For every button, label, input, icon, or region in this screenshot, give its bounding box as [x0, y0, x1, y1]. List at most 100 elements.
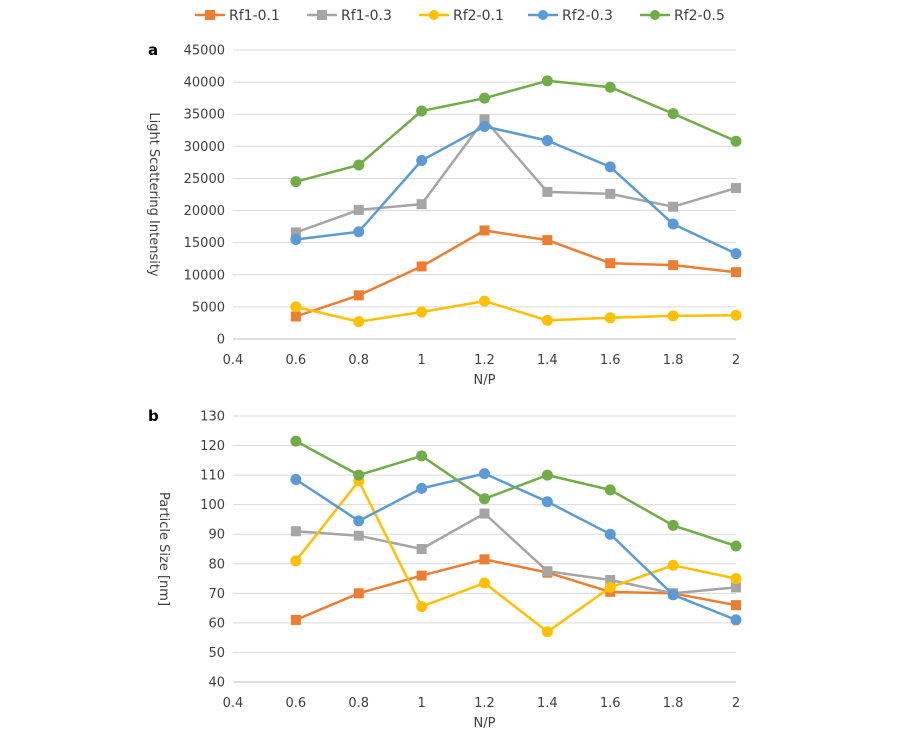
data-point: [416, 544, 427, 554]
x-tick-label: 0.4: [223, 353, 244, 368]
series-rf2-0-5: [290, 75, 742, 188]
data-point: [416, 154, 428, 166]
data-point: [479, 114, 490, 125]
data-point: [542, 235, 553, 246]
y-axis-title: Particle Size [nm]: [156, 492, 171, 606]
data-point: [479, 225, 490, 236]
y-tick-label: 15000: [184, 236, 225, 251]
data-point: [604, 312, 616, 324]
legend-marker: [317, 10, 327, 20]
legend-marker: [205, 10, 215, 20]
data-point: [416, 261, 427, 272]
chart-panel-b: 40 50 60 70 80 90 100 110 120 130 0.4 0.6 0.8 1 1.2 1.4…: [148, 407, 742, 731]
data-point: [416, 306, 428, 318]
series-line: [295, 299, 737, 323]
data-point: [604, 484, 616, 496]
data-point: [290, 227, 301, 238]
data-point: [730, 135, 742, 147]
series-line: [295, 229, 737, 318]
data-point: [290, 301, 302, 313]
y-tick-label: 20000: [184, 204, 225, 219]
data-point: [667, 108, 679, 120]
data-point: [416, 570, 427, 581]
series-line: [295, 440, 737, 548]
legend-item-rf2-0-1: Rf2-0.1: [419, 8, 504, 24]
chart-panel-a: 0 5000 10000 15000 20000 25000 30000 35000 40000…: [146, 41, 742, 388]
x-tick-label: 1.4: [537, 353, 558, 368]
x-tick-label: 0.4: [223, 696, 244, 711]
data-point: [542, 566, 553, 577]
data-point: [353, 290, 364, 301]
data-point: [290, 614, 301, 625]
data-point: [479, 554, 490, 565]
data-point: [290, 435, 302, 447]
x-tick-label: 1.2: [474, 353, 495, 368]
data-point: [290, 526, 301, 537]
data-point: [541, 496, 553, 508]
data-point: [668, 201, 679, 212]
legend-item-rf1-0-3: Rf1-0.3: [307, 8, 392, 24]
series-rf1-0-3: [290, 114, 741, 238]
legend-marker: [429, 10, 439, 20]
data-point: [479, 92, 490, 104]
data-point: [667, 519, 679, 531]
x-axis-title: N/P: [474, 373, 496, 388]
y-tick-label: 70: [208, 587, 225, 602]
data-point: [667, 589, 679, 601]
x-tick-label: 1.2: [474, 696, 495, 711]
series-rf2-0-1: [290, 475, 742, 638]
x-tick-label: 2: [732, 353, 740, 368]
data-point: [541, 135, 553, 147]
data-point: [731, 267, 741, 278]
data-point: [541, 469, 553, 481]
data-point: [416, 199, 427, 210]
series-line: [295, 512, 737, 595]
legend-item-rf2-0-3: Rf2-0.3: [528, 8, 613, 24]
y-tick-label: 130: [200, 410, 225, 425]
y-tick-label: 35000: [184, 108, 225, 123]
data-point: [290, 555, 302, 567]
data-point: [541, 75, 553, 87]
y-tick-label: 120: [200, 439, 225, 454]
data-point: [668, 260, 679, 271]
data-point: [731, 600, 741, 611]
data-point: [730, 309, 742, 321]
y-tick-label: 45000: [184, 44, 225, 59]
legend: Rf1-0.1 Rf1-0.3 Rf2-0.1 Rf2-0.3 Rf2-0.5: [195, 8, 725, 24]
y-axis-title: Light Scattering Intensity: [146, 112, 161, 277]
data-point: [416, 105, 428, 117]
series-rf1-0-1: [290, 225, 741, 322]
series-rf2-0-1: [290, 295, 742, 328]
x-tick-label: 1.8: [663, 696, 684, 711]
x-tick-label: 0.6: [286, 696, 307, 711]
data-point: [416, 482, 428, 494]
legend-label: Rf2-0.3: [562, 8, 613, 24]
y-tick-label: 100: [200, 498, 225, 513]
y-tick-label: 110: [200, 469, 225, 484]
data-point: [667, 218, 679, 230]
series-line: [294, 479, 737, 634]
data-point: [541, 626, 553, 638]
y-tick-label: 60: [208, 616, 225, 631]
x-tick-label: 0.8: [348, 696, 369, 711]
x-tick-label: 0.8: [348, 353, 369, 368]
data-point: [353, 316, 365, 328]
series-line: [295, 125, 737, 255]
series-rf2-0-3: [290, 468, 742, 626]
data-point: [730, 248, 742, 260]
data-point: [604, 528, 616, 540]
x-axis-title: N/P: [474, 716, 496, 731]
data-point: [731, 582, 741, 593]
x-tick-label: 1: [417, 696, 425, 711]
data-point: [479, 295, 490, 307]
data-point: [353, 469, 365, 481]
data-point: [541, 314, 553, 326]
y-tick-label: 50: [208, 646, 225, 661]
y-tick-label: 40000: [184, 76, 225, 91]
data-point: [290, 311, 301, 322]
legend-marker: [538, 10, 548, 20]
data-point: [604, 581, 616, 593]
data-point: [479, 468, 490, 480]
data-point: [479, 493, 490, 505]
x-tick-label: 2: [732, 696, 740, 711]
